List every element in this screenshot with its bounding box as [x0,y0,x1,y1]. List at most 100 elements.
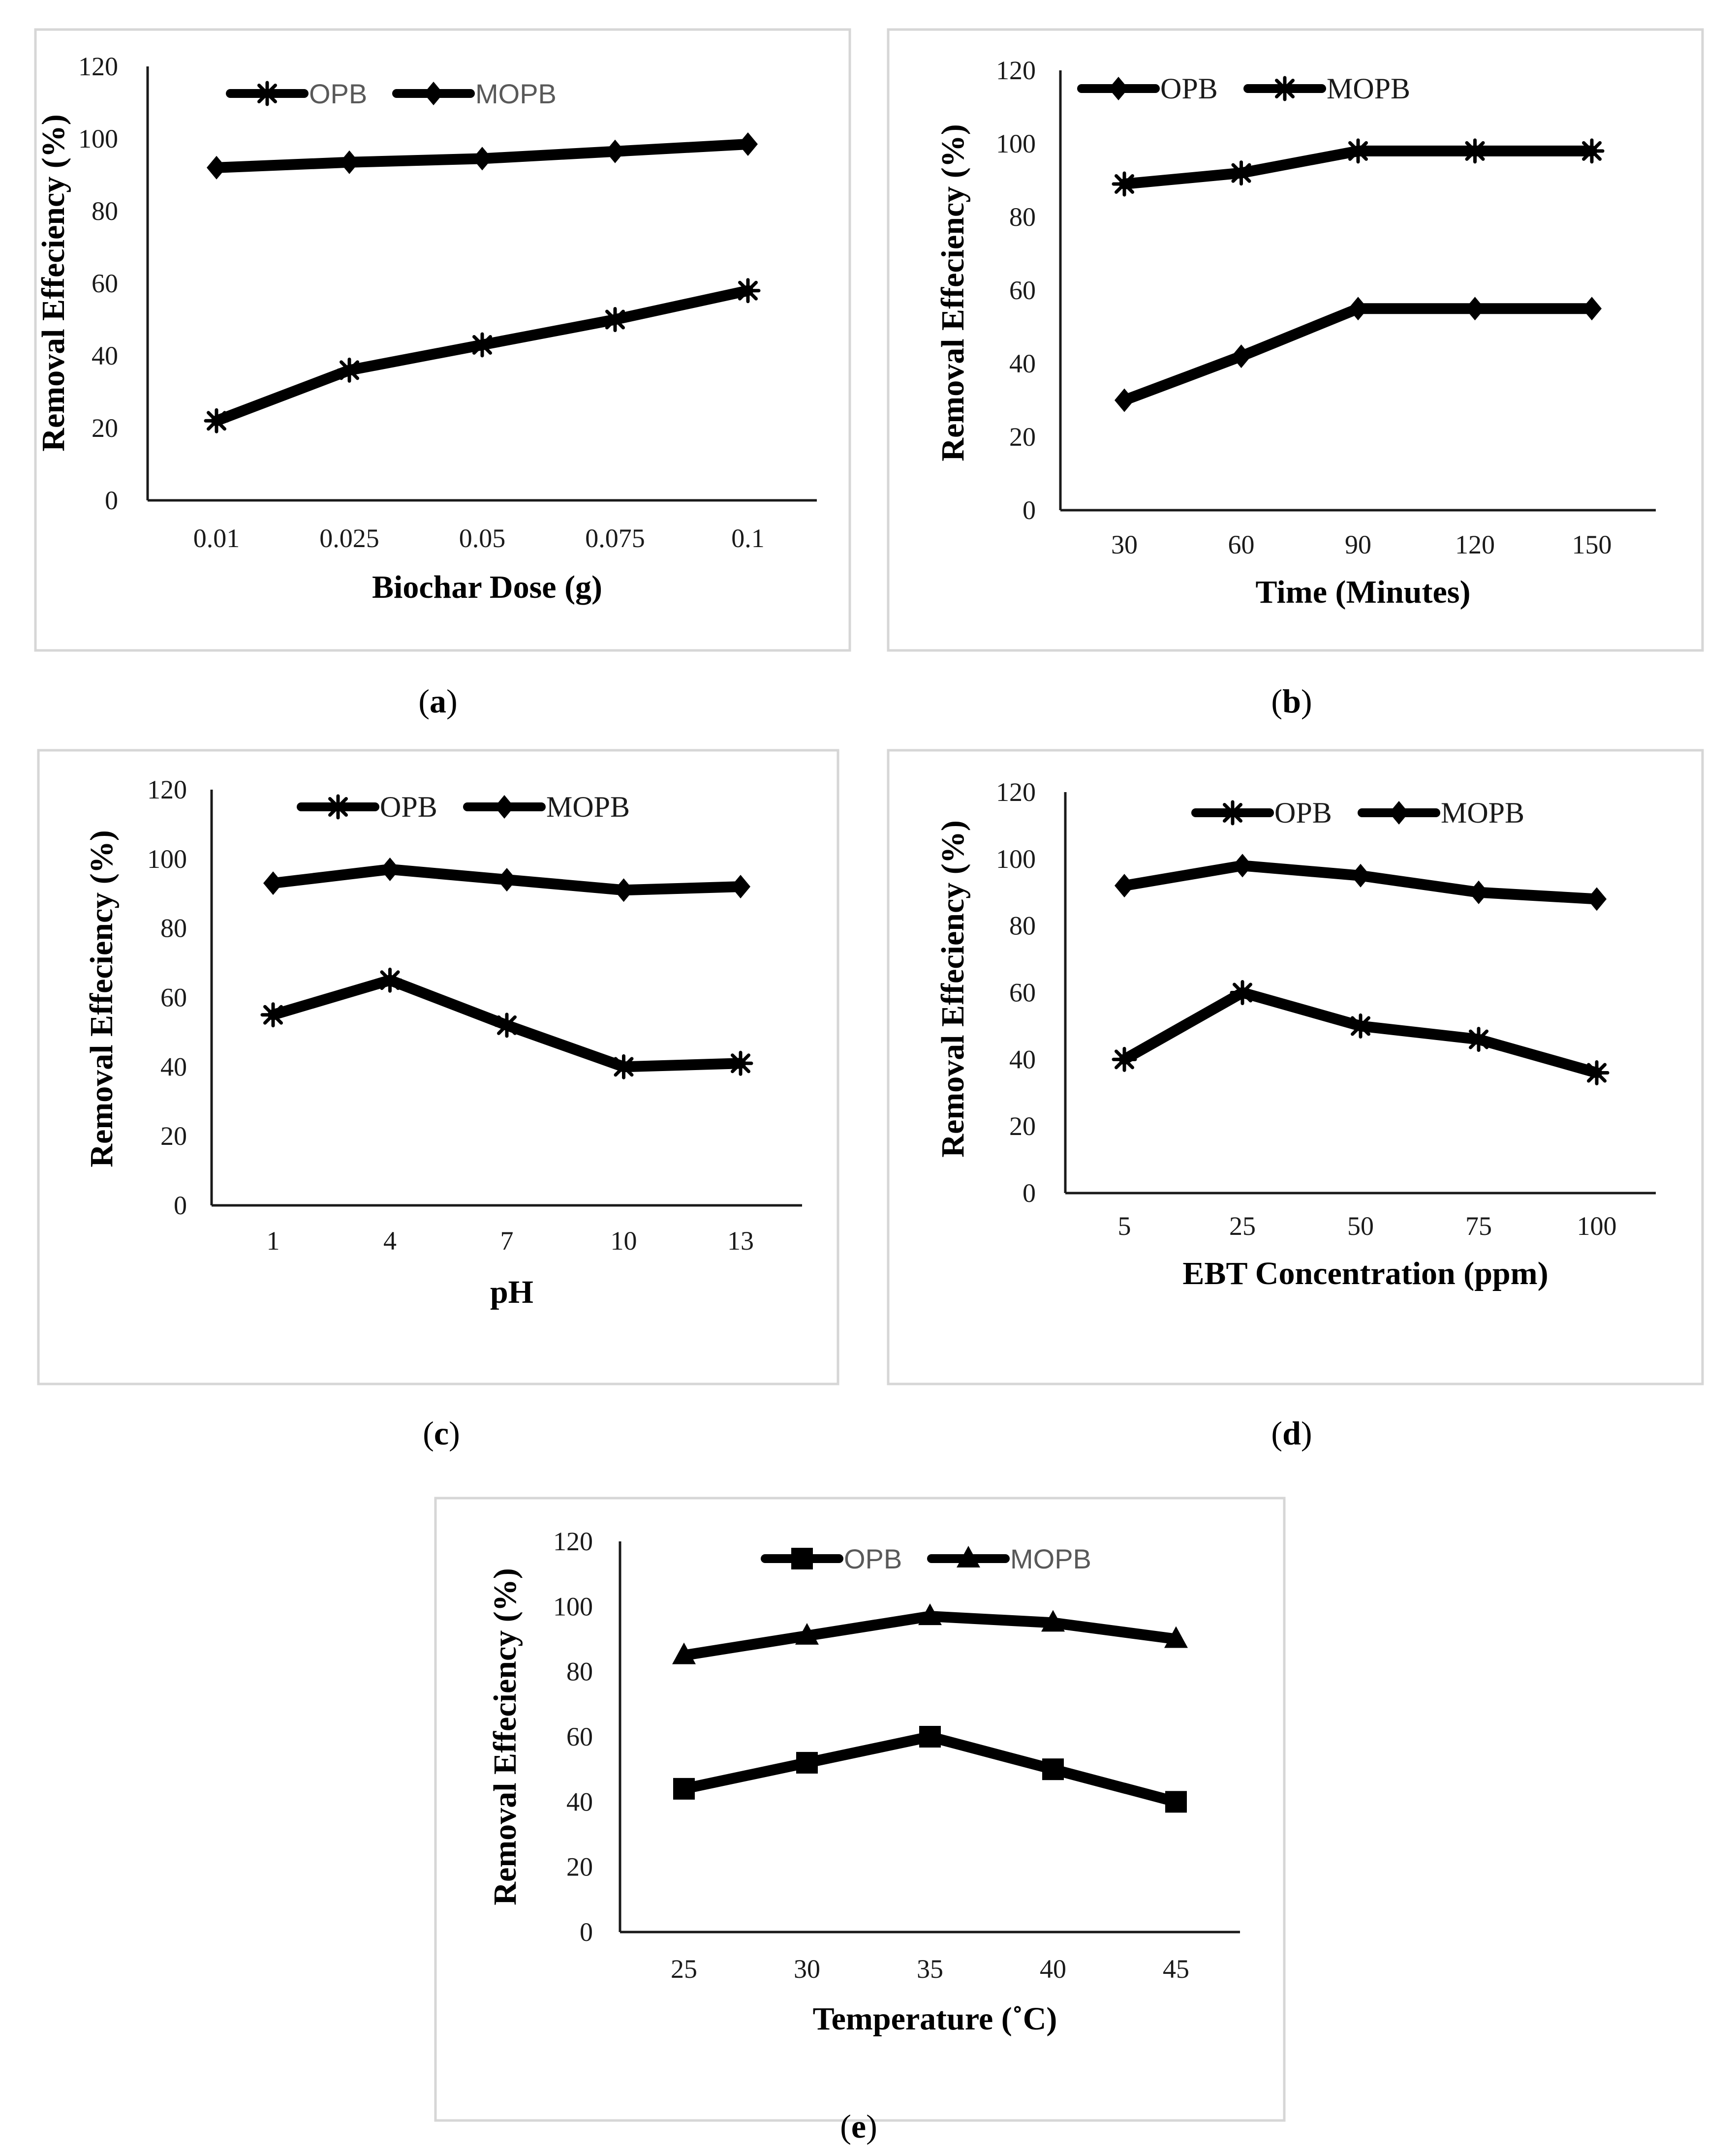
y-tick-label: 100 [78,124,118,154]
legend-marker [495,795,514,819]
data-point [1229,160,1254,186]
data-point [1348,1013,1373,1039]
x-tick-label: 0.025 [319,523,379,553]
y-tick-label: 120 [147,775,187,804]
legend-item-opb: OPB [297,791,437,823]
x-tick-label: 0.1 [731,523,765,553]
y-tick-label: 60 [160,983,187,1013]
caption-open-paren: ( [418,682,430,720]
x-tick-label: 90 [1345,530,1371,559]
x-tick-labels: 25 30 35 40 45 [671,1954,1189,1984]
y-tick-labels: 0 20 40 60 80 100 120 [996,777,1036,1208]
x-tick-labels: 5 25 50 75 100 [1118,1211,1617,1241]
y-tick-label: 0 [1023,1178,1036,1208]
panel-caption-d: (d) [1271,1414,1312,1452]
x-axis-title: EBT Concentration (ppm) [1182,1256,1548,1291]
y-tick-label: 80 [1009,911,1036,941]
legend-label: MOPB [546,791,630,823]
x-tick-label: 50 [1347,1211,1374,1241]
y-tick-label: 0 [580,1917,593,1947]
y-tick-label: 60 [566,1722,593,1751]
data-point [1579,138,1605,164]
legend-marker [325,794,351,820]
data-point [497,868,517,892]
chart-panel-c: 0 20 40 60 80 100 120 1 4 7 10 13 pH Removal Effecien… [37,749,839,1385]
caption-close-paren: ) [446,682,458,720]
panel-frame [887,28,1704,652]
y-tick-label: 40 [92,341,118,370]
x-tick-label: 1 [267,1226,280,1256]
series-opb [1115,297,1602,412]
data-point [673,1778,695,1800]
x-tick-label: 30 [1111,530,1138,559]
chart-panel-d: 0 20 40 60 80 100 120 5 25 50 75 100 EBT Concentrati… [887,749,1704,1385]
legend-marker [424,82,443,105]
data-point [1115,874,1134,898]
data-point [263,871,283,895]
legend-label: OPB [844,1543,902,1574]
legend-item-mopb: MOPB [463,791,630,823]
data-point [614,878,634,902]
x-tick-labels: 30 60 90 120 150 [1111,530,1612,559]
y-tick-label: 20 [1009,1111,1036,1141]
data-point [795,1623,819,1645]
series-mopb [672,1603,1188,1664]
caption-close-paren: ) [449,1414,460,1452]
x-tick-label: 75 [1465,1211,1492,1241]
x-tick-label: 60 [1228,530,1255,559]
legend-label: OPB [380,791,437,823]
caption-letter: a [430,682,446,720]
data-point [1233,854,1252,878]
y-tick-label: 20 [566,1852,593,1882]
panel-caption-b: (b) [1271,682,1312,720]
legend-item-opb: OPB [1077,72,1218,105]
caption-close-paren: ) [1301,682,1312,720]
x-tick-label: 40 [1040,1954,1066,1984]
x-tick-label: 30 [794,1954,820,1984]
y-tick-label: 0 [1023,495,1036,525]
x-tick-label: 10 [611,1226,637,1256]
legend-item-mopb: MOPB [392,78,557,109]
y-tick-label: 40 [1009,349,1036,378]
x-axis-title: pH [490,1274,533,1310]
caption-letter: e [851,2108,866,2145]
data-point [204,408,229,433]
y-tick-label: 100 [147,844,187,874]
x-tick-label: 0.01 [193,523,240,553]
legend-marker [1109,77,1128,100]
data-point [796,1751,818,1774]
caption-open-paren: ( [1271,682,1282,720]
legend: OPB MOPB [1191,797,1524,829]
data-point [1042,1758,1064,1781]
data-point [918,1603,942,1626]
caption-letter: d [1282,1414,1301,1452]
data-point [1469,880,1488,904]
legend-marker [1272,76,1298,101]
x-tick-label: 25 [671,1954,697,1984]
x-axis-title: Temperature (˚C) [813,2001,1057,2037]
data-point [340,150,359,174]
x-tick-label: 150 [1572,530,1612,559]
data-point [1351,863,1370,888]
data-point [1582,297,1602,321]
legend-marker [791,1548,813,1569]
panel-frame [37,749,839,1385]
legend-marker [957,1546,980,1567]
legend-label: OPB [1160,72,1218,105]
y-tick-labels: 0 20 40 60 80 100 120 [553,1527,593,1947]
legend-item-opb: OPB [226,78,367,109]
panel-caption-c: (c) [423,1414,460,1452]
x-tick-label: 7 [500,1226,514,1256]
data-point [380,857,400,881]
data-point [469,332,495,358]
legend-item-mopb: MOPB [1358,797,1524,829]
data-point [1231,344,1251,368]
y-tick-label: 0 [105,486,118,515]
x-axis-title: Biochar Dose (g) [372,569,602,605]
legend-label: MOPB [475,78,557,109]
legend-label: OPB [309,78,367,109]
y-tick-labels: 0 20 40 60 80 100 120 [147,775,187,1220]
y-tick-label: 20 [160,1121,187,1151]
y-tick-label: 40 [160,1052,187,1081]
data-point [611,1054,636,1079]
